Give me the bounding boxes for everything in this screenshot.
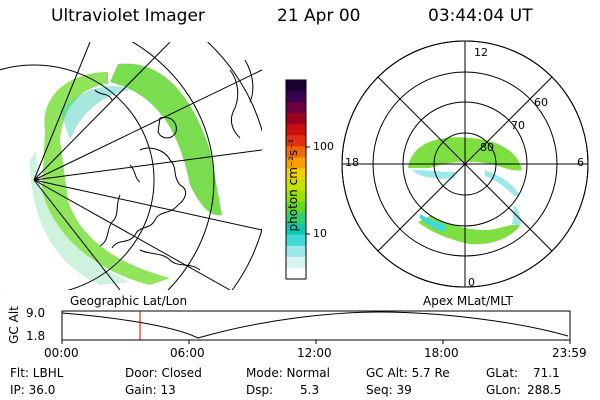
geographic-map-label: Geographic Lat/Lon xyxy=(70,294,188,308)
status-gc-alt: GC Alt: 5.7 Re xyxy=(366,366,450,380)
gc-alt-min-label: 1.8 xyxy=(26,329,46,343)
auroral-emission-left xyxy=(110,63,222,216)
mlat-label-60: 60 xyxy=(534,96,548,109)
colorbar-swatch xyxy=(286,267,306,280)
altitude-plot xyxy=(61,310,571,344)
status-glat-label: GLat: xyxy=(486,366,519,380)
time-label-2359: 23:59 xyxy=(552,346,587,360)
status-dsp-label: Dsp: xyxy=(246,383,274,397)
colorbar-swatch xyxy=(286,157,306,170)
mlt-label-6: 6 xyxy=(577,156,584,169)
colorbar-swatch xyxy=(286,212,306,225)
apex-polar-map xyxy=(341,40,589,288)
colorbar-swatch xyxy=(286,234,306,247)
status-gain: Gain: 13 xyxy=(125,383,176,397)
status-glon-value: 288.5 xyxy=(527,383,562,397)
mlat-label-70: 70 xyxy=(511,119,525,132)
colorbar-swatch xyxy=(286,245,306,258)
colorbar-swatch xyxy=(286,223,306,236)
mlt-label-0: 0 xyxy=(468,276,475,289)
colorbar-swatch xyxy=(286,179,306,192)
mlat-label-80: 80 xyxy=(480,141,494,154)
status-glon-label: GLon: xyxy=(486,383,521,397)
colorbar-swatch xyxy=(286,80,306,92)
apex-map-label: Apex MLat/MLT xyxy=(423,294,513,308)
colorbar-swatch xyxy=(286,124,306,136)
mlt-label-12: 12 xyxy=(474,46,488,59)
colorbar-swatch xyxy=(286,190,306,203)
geographic-map xyxy=(0,42,262,290)
status-dsp-value: 5.3 xyxy=(300,383,320,397)
status-door: Door: Closed xyxy=(125,366,202,380)
status-glat-value: 71.1 xyxy=(533,366,560,380)
colorbar xyxy=(286,80,306,280)
colorbar-swatch xyxy=(286,91,306,103)
status-filter: Flt: LBHL xyxy=(10,366,64,380)
status-ip: IP: 36.0 xyxy=(10,383,56,397)
colorbar-tick-10: 10 xyxy=(313,227,327,240)
colorbar-tick-100: 100 xyxy=(313,140,334,153)
status-seq: Seq: 39 xyxy=(366,383,412,397)
coastlines xyxy=(94,59,254,271)
time-label-0600: 06:00 xyxy=(170,346,205,360)
gc-alt-axis-label: GC Alt xyxy=(7,306,21,344)
colorbar-swatch xyxy=(286,113,306,125)
mlt-label-18: 18 xyxy=(345,156,359,169)
time-label-0000: 00:00 xyxy=(44,346,79,360)
status-mode: Mode: Normal xyxy=(246,366,330,380)
gc-alt-max-label: 9.0 xyxy=(26,306,46,320)
colorbar-swatch xyxy=(286,146,306,158)
image-date: 21 Apr 00 xyxy=(277,6,361,26)
colorbar-swatch xyxy=(286,135,306,147)
colorbar-swatch xyxy=(286,102,306,114)
image-time: 03:44:04 UT xyxy=(428,6,533,26)
colorbar-unit-label: photon cm⁻²s⁻¹ xyxy=(286,138,300,232)
colorbar-swatch xyxy=(286,168,306,181)
time-label-1200: 12:00 xyxy=(297,346,332,360)
colorbar-swatch xyxy=(286,201,306,214)
colorbar-swatch xyxy=(286,256,306,269)
time-label-1800: 18:00 xyxy=(424,346,459,360)
instrument-title: Ultraviolet Imager xyxy=(51,6,205,26)
auroral-oval-bottom xyxy=(418,216,520,245)
